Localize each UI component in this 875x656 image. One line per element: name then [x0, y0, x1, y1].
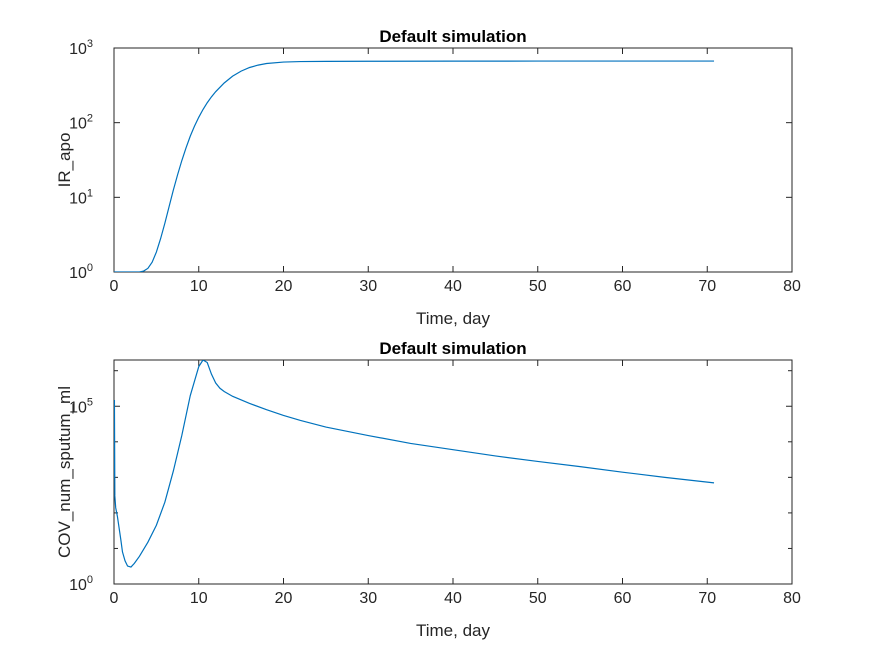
top-x-tick-label: 10 [190, 278, 208, 295]
bottom-x-axis-label: Time, day [416, 621, 491, 640]
top-x-tick-label: 20 [275, 278, 293, 295]
bottom-chart-title: Default simulation [379, 339, 526, 358]
bottom-y-tick-label: 100 [69, 574, 93, 594]
top-plot-frame [113, 47, 793, 273]
top-axes: 0 10 20 30 40 50 60 70 80 100 101 102 103 Default sim… [55, 27, 801, 328]
top-y-tick-label: 101 [69, 187, 93, 207]
bottom-x-tick-label: 50 [529, 590, 547, 607]
bottom-series-line [114, 360, 715, 568]
bottom-x-tick-label: 60 [614, 590, 632, 607]
bottom-y-axis-label: COV_num_sputum_ml [55, 386, 74, 558]
top-chart-title: Default simulation [379, 27, 526, 46]
bottom-x-tick-label: 40 [444, 590, 462, 607]
top-x-tick-label: 0 [110, 278, 119, 295]
bottom-x-tick-label: 0 [110, 590, 119, 607]
bottom-x-tick-label: 20 [275, 590, 293, 607]
top-x-tick-label: 50 [529, 278, 547, 295]
top-x-axis-label: Time, day [416, 309, 491, 328]
bottom-x-tick-label: 30 [359, 590, 377, 607]
bottom-axes: 0 10 20 30 40 50 60 70 80 100 105 Default simulatio… [55, 339, 801, 640]
bottom-x-tick-label: 70 [698, 590, 716, 607]
top-x-tick-label: 70 [698, 278, 716, 295]
bottom-x-tick-label: 80 [783, 590, 801, 607]
top-y-tick-label: 102 [69, 113, 93, 133]
bottom-x-tick-label: 10 [190, 590, 208, 607]
top-x-tick-label: 60 [614, 278, 632, 295]
top-y-tick-label: 103 [69, 38, 93, 58]
top-y-axis-label: IR_apo [55, 133, 74, 188]
top-series-line [114, 60, 715, 272]
top-y-tick-label: 100 [69, 262, 93, 282]
top-x-tick-label: 80 [783, 278, 801, 295]
top-x-tick-label: 30 [359, 278, 377, 295]
bottom-y-tick-label: 105 [69, 396, 93, 416]
bottom-plot-frame [113, 359, 793, 585]
top-x-tick-label: 40 [444, 278, 462, 295]
